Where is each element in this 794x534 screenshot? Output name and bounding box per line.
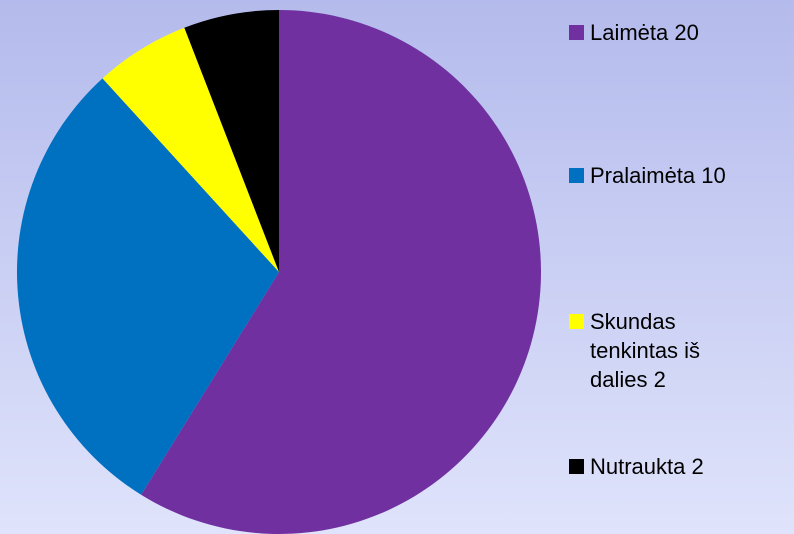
legend-swatch <box>569 168 584 183</box>
pie-slice <box>141 10 541 534</box>
legend-item: Pralaimėta 10 <box>569 161 726 190</box>
legend-item: Skundas tenkintas iš dalies 2 <box>569 307 720 394</box>
pie-slice <box>16 78 279 495</box>
legend-label: Pralaimėta 10 <box>590 163 726 188</box>
legend-item: Laimėta 20 <box>569 18 699 47</box>
legend-item: Nutraukta 2 <box>569 452 704 481</box>
legend-swatch <box>569 314 584 329</box>
legend-label: Laimėta 20 <box>590 20 699 45</box>
legend-label: Nutraukta 2 <box>590 454 704 479</box>
legend-swatch <box>569 25 584 40</box>
pie-slice <box>102 27 279 272</box>
legend-label: Skundas tenkintas iš dalies 2 <box>590 309 701 392</box>
pie-slice <box>184 10 279 272</box>
chart <box>16 10 541 534</box>
legend-swatch <box>569 459 584 474</box>
